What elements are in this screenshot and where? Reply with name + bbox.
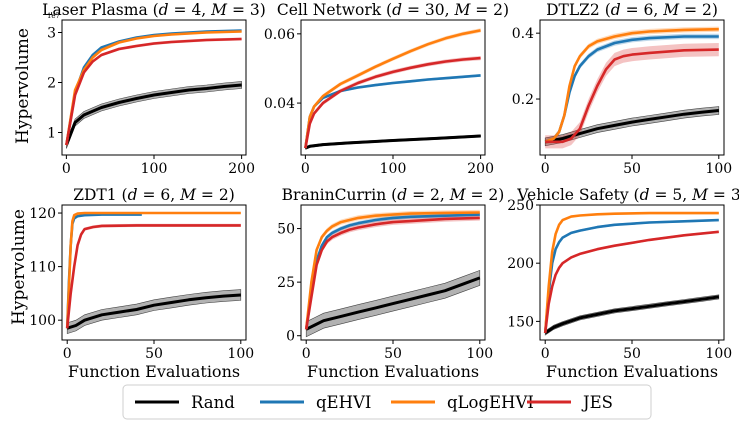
plot-area [544, 26, 720, 149]
series-line-qehvi [304, 213, 480, 330]
x-tick-label: 100 [705, 161, 732, 177]
series-line-rand [304, 134, 481, 150]
legend: Rand qEHVI qLogEHVI JES [122, 384, 652, 420]
band-qlogehvi [67, 212, 241, 329]
panel-title: ZDT1 (d = 6, M = 2) [73, 186, 235, 204]
x-tick-label: 0 [63, 346, 72, 362]
x-tick-label: 0 [541, 346, 550, 362]
panel-title: BraninCurrin (d = 2, M = 2) [282, 186, 505, 204]
series-line-qlogehvi [65, 30, 242, 146]
series-line-qlogehvi [65, 211, 241, 329]
y-tick-label: 100 [29, 313, 56, 329]
y-tick-label: 2 [47, 76, 56, 92]
panel-3: DTLZ2 (d = 6, M = 2) 0 50 100 0.2 0.4 [512, 1, 732, 177]
plot-area [65, 29, 242, 149]
series-line-jes [545, 48, 719, 144]
y-tick-label: 120 [29, 206, 56, 222]
series-line-jes [65, 224, 241, 329]
series-line-qlogehvi [543, 211, 719, 334]
y-tick-label: 50 [277, 222, 295, 238]
y-tick-label: 200 [507, 256, 534, 272]
panels: Laser Plasma (d = 4, M = 3)1e7 0 100 200 1 2 3… [29, 1, 739, 381]
panel-title: Cell Network (d = 30, M = 2) [277, 1, 509, 19]
series-line-qehvi [543, 218, 719, 334]
legend-box [122, 384, 652, 420]
band-jes [545, 43, 719, 149]
x-tick-label: 0 [541, 161, 550, 177]
x-tick-label: 200 [228, 161, 255, 177]
series-line-jes [304, 56, 481, 149]
ylabel-bottom-row: Hypervolume [9, 209, 29, 325]
x-tick-label: 0 [302, 346, 311, 362]
plot-area [304, 28, 481, 151]
band-qlogehvi [545, 212, 719, 334]
y-tick-label: 0.06 [264, 27, 295, 43]
legend-label-qlogehvi: qLogEHVI [447, 393, 534, 412]
band-qehvi [545, 219, 719, 335]
legend-label-rand: Rand [191, 393, 235, 412]
ylabel-top-row: Hypervolume [13, 28, 33, 144]
x-tick-label: 100 [380, 161, 407, 177]
axes-frame [300, 19, 486, 156]
panel-title: Laser Plasma (d = 4, M = 3) [42, 1, 266, 19]
series-line-rand [305, 276, 481, 331]
y-tick-label: 0.2 [512, 92, 534, 108]
legend-label-qehvi: qEHVI [316, 393, 371, 412]
x-tick-label: 100 [227, 346, 254, 362]
x-axis-label: Function Evaluations [307, 362, 479, 381]
series-line-jes [543, 230, 719, 334]
x-tick-label: 100 [141, 161, 168, 177]
y-tick-label: 0 [286, 329, 295, 345]
y-tick-label: 25 [277, 275, 295, 291]
band-rand [66, 289, 242, 335]
x-tick-label: 0 [301, 161, 310, 177]
y-tick-label: 0.04 [264, 96, 295, 112]
x-tick-label: 0 [62, 161, 71, 177]
x-tick-label: 50 [623, 346, 641, 362]
panel-4: ZDT1 (d = 6, M = 2) 0 50 100 100 110 120 Functi… [29, 186, 254, 381]
plot-area [65, 211, 242, 335]
band-rand [66, 81, 242, 149]
y-tick-label: 0.4 [512, 26, 534, 42]
series-line-rand [65, 83, 242, 146]
panel-2: Cell Network (d = 30, M = 2) 0 100 200 0.04 0… [264, 1, 509, 177]
panel-title: Vehicle Safety (d = 5, M = 3) [516, 186, 739, 204]
legend-label-jes: JES [581, 393, 613, 412]
x-tick-label: 100 [466, 346, 493, 362]
x-tick-label: 50 [623, 161, 641, 177]
y-tick-label: 110 [29, 260, 56, 276]
plot-area [304, 209, 481, 338]
panel-5: BraninCurrin (d = 2, M = 2)0 50 10002550Fu… [277, 186, 504, 381]
x-axis-label: Function Evaluations [68, 362, 240, 381]
y-tick-label: 150 [507, 314, 534, 330]
x-tick-label: 50 [384, 346, 402, 362]
series-line-rand [544, 295, 720, 335]
panel-6: Vehicle Safety (d = 5, M = 3) 0 50 100 150 20… [507, 186, 739, 381]
series-line-qlogehvi [544, 27, 719, 144]
series-line-qlogehvi [304, 211, 480, 330]
x-tick-label: 200 [467, 161, 494, 177]
scale-note: 1e7 [47, 12, 60, 20]
panel-title: DTLZ2 (d = 6, M = 2) [546, 1, 718, 19]
y-tick-label: 1 [47, 126, 56, 142]
series-line-rand [66, 293, 241, 330]
y-tick-label: 3 [47, 26, 56, 42]
x-axis-label: Function Evaluations [546, 362, 718, 381]
x-tick-label: 100 [705, 346, 732, 362]
y-tick-label: 250 [507, 198, 534, 214]
panel-1: Laser Plasma (d = 4, M = 3)1e7 0 100 200 1 2 3 [42, 1, 266, 177]
series-line-jes [304, 216, 480, 330]
x-tick-label: 50 [145, 346, 163, 362]
plot-area [543, 211, 720, 336]
series-line-qlogehvi [304, 29, 481, 149]
series-line-jes [65, 37, 242, 146]
